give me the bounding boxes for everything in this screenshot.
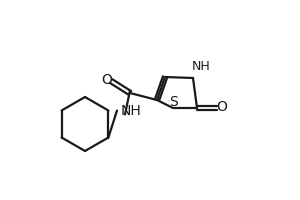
Text: NH: NH (192, 60, 210, 73)
Text: O: O (101, 73, 112, 87)
Text: O: O (217, 100, 227, 114)
Text: NH: NH (121, 104, 142, 118)
Text: S: S (169, 95, 178, 109)
